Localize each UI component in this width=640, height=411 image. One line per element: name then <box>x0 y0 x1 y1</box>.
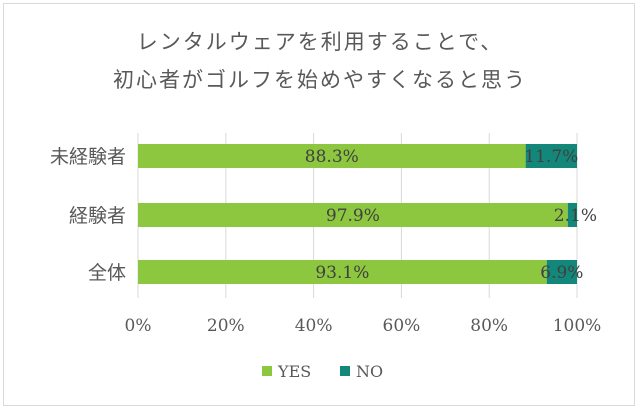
x-tick-label: 0% <box>125 316 152 336</box>
bar-no-2 <box>546 260 577 284</box>
bar-yes-0 <box>138 144 526 168</box>
data-label-yes-2: 93.1% <box>315 263 369 283</box>
x-tick-label: 100% <box>553 316 602 336</box>
legend-label-no: NO <box>356 362 383 381</box>
data-label-yes-0: 88.3% <box>305 147 359 167</box>
category-label-0: 未経験者 <box>50 146 126 168</box>
category-label-1: 経験者 <box>69 205 126 227</box>
chart-title-line-1: レンタルウェアを利用することで、 <box>136 30 504 54</box>
data-label-no-0: 11.7% <box>524 147 578 167</box>
legend-swatch-yes <box>262 366 272 376</box>
data-labels: 88.3% 11.7% 97.9% 2.1% 93.1% 6.9% <box>305 147 597 283</box>
x-tick-label: 80% <box>470 316 508 336</box>
x-tick-label: 60% <box>383 316 421 336</box>
data-label-no-2: 6.9% <box>540 263 583 283</box>
bar-yes-1 <box>138 203 568 227</box>
bar-no-1 <box>567 203 577 227</box>
bar-yes-2 <box>138 260 547 284</box>
legend-label-yes: YES <box>277 362 311 381</box>
data-label-no-1: 2.1% <box>554 206 597 226</box>
legend-swatch-no <box>340 366 350 376</box>
x-tick-labels: 0% 20% 40% 60% 80% 100% <box>125 316 602 336</box>
bar-no-0 <box>525 144 577 168</box>
bars <box>138 144 577 284</box>
x-tick-label: 40% <box>295 316 333 336</box>
category-label-2: 全体 <box>88 262 126 284</box>
data-label-yes-1: 97.9% <box>326 206 380 226</box>
x-tick-label: 20% <box>207 316 245 336</box>
legend: YES NO <box>262 362 383 381</box>
chart-title-line-2: 初心者がゴルフを始めやすくなると思う <box>113 68 527 92</box>
